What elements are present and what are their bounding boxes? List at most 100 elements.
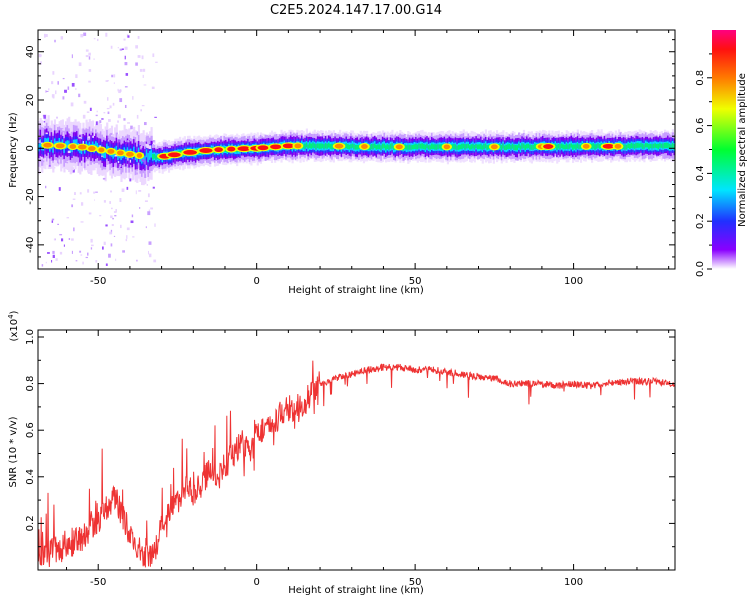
- heatmap-speckle: [115, 258, 117, 261]
- heatmap-speckle: [48, 88, 50, 91]
- heatmap-speckle: [114, 154, 118, 157]
- heatmap-speckle: [80, 221, 84, 223]
- heatmap-speckle: [45, 90, 49, 93]
- heatmap-speckle: [117, 88, 119, 92]
- heatmap-speckle: [109, 105, 112, 109]
- heatmap-speckle: [83, 100, 87, 104]
- heatmap-cell: [350, 144, 353, 149]
- heatmap-speckle: [147, 250, 150, 255]
- heatmap-cell: [115, 145, 118, 155]
- snr-xtick-label: 50: [409, 577, 422, 588]
- heatmap-cell: [147, 152, 150, 163]
- heatmap-speckle: [131, 214, 134, 218]
- heatmap-cell: [659, 143, 662, 148]
- heatmap-speckle: [87, 136, 91, 140]
- heatmap-speckle: [80, 254, 83, 256]
- heatmap-cell: [348, 144, 351, 150]
- heatmap-speckle: [127, 35, 130, 38]
- heatmap-cell: [668, 143, 671, 149]
- heatmap-cell: [145, 149, 148, 158]
- heatmap-cell: [38, 143, 41, 152]
- heatmap-speckle: [88, 69, 92, 72]
- heatmap-blob-red: [199, 148, 213, 153]
- spec-xtick-label: 50: [409, 276, 422, 287]
- heatmap-cell: [429, 145, 432, 150]
- heatmap-cell: [137, 147, 141, 157]
- heatmap-cell: [594, 144, 597, 150]
- heatmap-blob-red: [227, 146, 236, 152]
- colorbar-gradient: [712, 30, 736, 269]
- heatmap-speckle: [92, 135, 95, 138]
- heatmap-speckle: [70, 102, 74, 107]
- colorbar: 0.0 0.2 0.4 0.6 0.8 Normalized spectral ampl…: [695, 30, 748, 277]
- heatmap-cell: [308, 142, 312, 148]
- heatmap-cell: [407, 145, 410, 150]
- colorbar-tick-label: 0.2: [695, 213, 706, 229]
- heatmap-speckle: [87, 171, 91, 174]
- snr-ytick-label: 0.8: [25, 376, 36, 392]
- heatmap-speckle: [119, 98, 123, 103]
- heatmap-cell: [312, 142, 315, 148]
- heatmap-speckle: [52, 95, 55, 99]
- heatmap-speckle: [68, 131, 72, 134]
- heatmap-cell: [662, 143, 665, 149]
- heatmap-speckle: [117, 161, 120, 164]
- heatmap-blob-red: [257, 145, 269, 151]
- spectrogram-heatmap: [38, 32, 675, 267]
- snr-panel: -50 0 50 100 0.2 0.4 0.6 0.8 1.0 Height of stra…: [7, 310, 676, 596]
- heatmap-speckle: [111, 207, 113, 210]
- heatmap-speckle: [83, 32, 87, 36]
- heatmap-cell: [524, 144, 527, 150]
- heatmap-speckle: [124, 128, 128, 133]
- heatmap-blob-red: [490, 144, 498, 150]
- heatmap-speckle: [79, 192, 82, 195]
- heatmap-speckle: [138, 190, 142, 192]
- heatmap-cell: [353, 144, 356, 150]
- heatmap-speckle: [93, 58, 95, 60]
- heatmap-speckle: [120, 224, 122, 229]
- heatmap-speckle: [40, 156, 43, 160]
- heatmap-cell: [565, 143, 568, 149]
- heatmap-cell: [434, 144, 437, 150]
- heatmap-blob-red: [183, 149, 197, 155]
- heatmap-speckle: [85, 49, 89, 52]
- heatmap-cell: [652, 143, 656, 149]
- heatmap-speckle: [141, 105, 145, 107]
- heatmap-cell: [416, 144, 419, 150]
- heatmap-cell: [381, 143, 385, 149]
- heatmap-speckle: [103, 241, 106, 245]
- heatmap-cell: [627, 143, 630, 149]
- heatmap-cell: [307, 144, 310, 149]
- heatmap-cell: [388, 145, 391, 150]
- heatmap-speckle: [56, 116, 58, 119]
- heatmap-cell: [592, 143, 595, 149]
- colorbar-tick-label: 0.0: [695, 261, 706, 277]
- heatmap-cell: [415, 143, 418, 150]
- heatmap-speckle: [148, 241, 152, 245]
- heatmap-cell: [356, 144, 359, 150]
- heatmap-cell: [562, 144, 565, 150]
- heatmap-speckle: [45, 33, 48, 37]
- heatmap-speckle: [100, 155, 104, 158]
- heatmap-speckle: [54, 39, 56, 43]
- heatmap-cell: [329, 144, 332, 149]
- heatmap-speckle: [152, 140, 155, 143]
- heatmap-cell: [503, 145, 507, 150]
- heatmap-speckle: [133, 176, 135, 180]
- spec-ytick-label: 40: [25, 45, 36, 58]
- heatmap-speckle: [152, 53, 155, 58]
- heatmap-cell: [372, 143, 375, 150]
- heatmap-cell: [419, 143, 423, 149]
- heatmap-speckle: [110, 132, 113, 136]
- heatmap-speckle: [123, 118, 126, 121]
- heatmap-cell: [513, 144, 516, 151]
- heatmap-speckle: [142, 68, 146, 72]
- heatmap-speckle: [66, 161, 70, 163]
- heatmap-cell: [410, 145, 413, 150]
- heatmap-cell: [636, 142, 640, 148]
- heatmap-speckle: [119, 198, 122, 202]
- heatmap-cell: [499, 143, 502, 149]
- heatmap-speckle: [41, 142, 43, 145]
- heatmap-speckle: [71, 167, 75, 171]
